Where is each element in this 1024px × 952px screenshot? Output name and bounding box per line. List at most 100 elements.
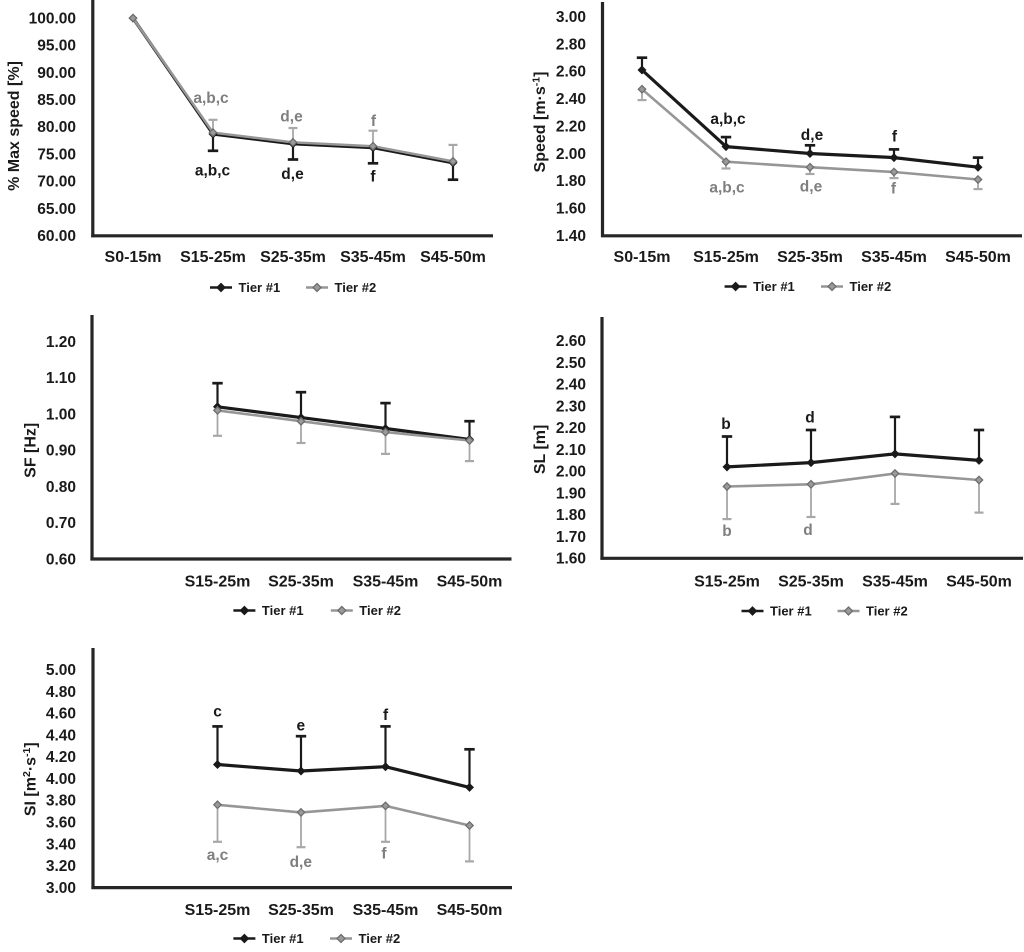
svg-text:d,e: d,e bbox=[800, 179, 823, 196]
svg-text:3.00: 3.00 bbox=[556, 9, 586, 26]
svg-text:d,e: d,e bbox=[281, 166, 304, 183]
svg-text:S25-35m: S25-35m bbox=[777, 249, 843, 266]
svg-text:2.20: 2.20 bbox=[556, 118, 586, 135]
svg-text:0.80: 0.80 bbox=[46, 479, 76, 496]
svg-text:b: b bbox=[721, 416, 730, 433]
svg-text:S0-15m: S0-15m bbox=[105, 249, 162, 266]
svg-text:0.60: 0.60 bbox=[46, 551, 76, 568]
svg-text:SI [m2·s-1]: SI [m2·s-1] bbox=[21, 742, 40, 816]
svg-text:S25-35m: S25-35m bbox=[268, 902, 334, 919]
svg-text:1.80: 1.80 bbox=[556, 173, 586, 190]
svg-text:S45-50m: S45-50m bbox=[420, 249, 486, 266]
svg-text:S15-25m: S15-25m bbox=[180, 249, 246, 266]
svg-text:a,c: a,c bbox=[207, 847, 229, 864]
svg-text:f: f bbox=[371, 113, 377, 130]
svg-text:75.00: 75.00 bbox=[37, 146, 76, 163]
svg-text:1.00: 1.00 bbox=[46, 406, 76, 423]
svg-text:Tier #2: Tier #2 bbox=[335, 280, 377, 295]
svg-text:85.00: 85.00 bbox=[37, 92, 76, 109]
svg-text:0.90: 0.90 bbox=[46, 443, 76, 460]
svg-text:S45-50m: S45-50m bbox=[437, 902, 503, 919]
svg-text:Tier #2: Tier #2 bbox=[359, 603, 401, 618]
svg-text:65.00: 65.00 bbox=[37, 201, 76, 218]
svg-text:80.00: 80.00 bbox=[37, 119, 76, 136]
svg-text:1.70: 1.70 bbox=[556, 529, 586, 546]
svg-text:Tier #1: Tier #1 bbox=[262, 603, 304, 618]
svg-text:S45-50m: S45-50m bbox=[945, 249, 1011, 266]
svg-text:S15-25m: S15-25m bbox=[185, 902, 251, 919]
svg-text:Tier #1: Tier #1 bbox=[262, 931, 304, 946]
svg-text:3.40: 3.40 bbox=[46, 836, 76, 853]
svg-text:b: b bbox=[722, 523, 731, 540]
svg-text:a,b,c: a,b,c bbox=[193, 90, 229, 107]
svg-text:f: f bbox=[383, 707, 389, 724]
svg-text:2.40: 2.40 bbox=[556, 377, 586, 394]
svg-text:S35-45m: S35-45m bbox=[353, 574, 419, 591]
svg-text:1.60: 1.60 bbox=[556, 201, 586, 218]
svg-text:1.60: 1.60 bbox=[556, 551, 586, 568]
svg-text:4.00: 4.00 bbox=[46, 771, 76, 788]
svg-text:d,e: d,e bbox=[280, 109, 303, 126]
svg-text:1.20: 1.20 bbox=[46, 334, 76, 351]
svg-text:Tier #2: Tier #2 bbox=[866, 604, 908, 619]
svg-text:2.20: 2.20 bbox=[556, 420, 586, 437]
svg-text:S35-45m: S35-45m bbox=[861, 249, 927, 266]
svg-text:1.40: 1.40 bbox=[556, 228, 586, 245]
svg-text:Tier #2: Tier #2 bbox=[359, 931, 401, 946]
svg-text:1.80: 1.80 bbox=[556, 507, 586, 524]
svg-text:3.80: 3.80 bbox=[46, 793, 76, 810]
svg-text:1.90: 1.90 bbox=[556, 485, 586, 502]
svg-text:2.60: 2.60 bbox=[556, 333, 586, 350]
svg-text:0.70: 0.70 bbox=[46, 515, 76, 532]
svg-text:S45-50m: S45-50m bbox=[437, 574, 503, 591]
svg-text:3.00: 3.00 bbox=[46, 880, 76, 897]
svg-text:S25-35m: S25-35m bbox=[260, 249, 326, 266]
svg-text:70.00: 70.00 bbox=[37, 174, 76, 191]
svg-text:Speed [m·s-1]: Speed [m·s-1] bbox=[531, 72, 550, 173]
svg-text:SL [m]: SL [m] bbox=[532, 425, 549, 474]
svg-text:2.80: 2.80 bbox=[556, 36, 586, 53]
svg-text:2.00: 2.00 bbox=[556, 464, 586, 481]
svg-text:S0-15m: S0-15m bbox=[614, 249, 671, 266]
svg-text:SF [Hz]: SF [Hz] bbox=[23, 423, 40, 478]
svg-text:3.60: 3.60 bbox=[46, 815, 76, 832]
svg-text:4.60: 4.60 bbox=[46, 706, 76, 723]
svg-text:f: f bbox=[370, 169, 376, 186]
svg-text:S15-25m: S15-25m bbox=[694, 574, 760, 591]
svg-text:90.00: 90.00 bbox=[37, 65, 76, 82]
svg-text:S15-25m: S15-25m bbox=[693, 249, 759, 266]
svg-text:5.00: 5.00 bbox=[46, 662, 76, 679]
svg-text:2.40: 2.40 bbox=[556, 91, 586, 108]
svg-text:S35-45m: S35-45m bbox=[340, 249, 406, 266]
svg-text:Tier #1: Tier #1 bbox=[770, 604, 812, 619]
svg-text:4.20: 4.20 bbox=[46, 749, 76, 766]
svg-text:f: f bbox=[381, 846, 387, 863]
svg-text:2.00: 2.00 bbox=[556, 146, 586, 163]
svg-text:2.50: 2.50 bbox=[556, 355, 586, 372]
svg-text:d: d bbox=[805, 410, 814, 427]
svg-text:S45-50m: S45-50m bbox=[946, 574, 1012, 591]
svg-text:c: c bbox=[213, 704, 222, 721]
svg-text:Tier #1: Tier #1 bbox=[753, 279, 795, 294]
svg-text:e: e bbox=[296, 718, 305, 735]
svg-text:d,e: d,e bbox=[290, 854, 313, 871]
svg-text:2.60: 2.60 bbox=[556, 64, 586, 81]
svg-text:Tier #2: Tier #2 bbox=[850, 279, 892, 294]
svg-text:4.80: 4.80 bbox=[46, 684, 76, 701]
svg-text:100.00: 100.00 bbox=[29, 10, 76, 27]
svg-text:S35-45m: S35-45m bbox=[862, 574, 928, 591]
svg-text:60.00: 60.00 bbox=[37, 228, 76, 245]
svg-text:Tier #1: Tier #1 bbox=[239, 280, 281, 295]
svg-text:1.10: 1.10 bbox=[46, 370, 76, 387]
svg-text:95.00: 95.00 bbox=[37, 38, 76, 55]
svg-text:S15-25m: S15-25m bbox=[185, 574, 251, 591]
svg-text:S25-35m: S25-35m bbox=[268, 574, 334, 591]
svg-text:2.30: 2.30 bbox=[556, 398, 586, 415]
svg-text:f: f bbox=[891, 181, 897, 198]
svg-text:S35-45m: S35-45m bbox=[353, 902, 419, 919]
svg-text:d: d bbox=[803, 522, 812, 539]
svg-text:4.40: 4.40 bbox=[46, 727, 76, 744]
svg-text:3.20: 3.20 bbox=[46, 858, 76, 875]
svg-text:d,e: d,e bbox=[801, 127, 824, 144]
svg-text:S25-35m: S25-35m bbox=[778, 574, 844, 591]
